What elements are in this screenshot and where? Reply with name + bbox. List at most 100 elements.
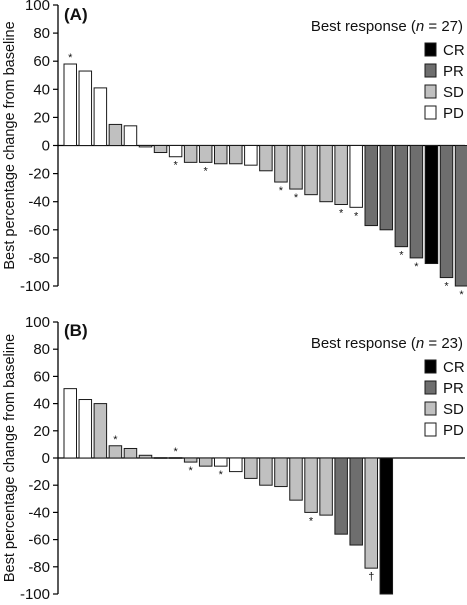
- y-tick-label: 20: [33, 109, 50, 126]
- bar-pr: [409, 145, 424, 259]
- asterisk-marker: *: [173, 160, 178, 172]
- legend-label-pr: PR: [443, 380, 464, 397]
- bar-pr: [394, 145, 409, 248]
- legend-swatch-cr: [424, 359, 437, 374]
- bar-cr: [379, 457, 394, 595]
- asterisk-marker: *: [68, 52, 73, 64]
- y-tick-label: 80: [33, 341, 50, 358]
- asterisk-marker: *: [444, 281, 449, 293]
- bar-sd: [123, 447, 138, 459]
- bar-pr: [349, 457, 363, 546]
- legend-swatch-pd: [424, 422, 437, 437]
- y-axis-title: Best percentage change from baseline: [2, 21, 18, 269]
- bar-pd: [63, 63, 77, 146]
- bar-pd: [168, 145, 183, 158]
- asterisk-marker: *: [189, 465, 194, 477]
- bar-sd: [108, 445, 123, 459]
- legend-label-pd: PD: [443, 105, 464, 122]
- y-tick-label: 100: [25, 0, 50, 14]
- bar-sd: [244, 457, 258, 479]
- y-tick-label: 0: [42, 450, 50, 467]
- y-tick-label: 100: [25, 314, 50, 331]
- legend-title: Best response (n = 23): [311, 335, 463, 352]
- legend-label-cr: CR: [443, 359, 465, 376]
- bar-pr: [364, 145, 378, 227]
- bar-sd: [274, 145, 288, 183]
- bar-sd: [304, 457, 318, 513]
- bar-sd: [259, 457, 273, 486]
- bar-sd: [334, 145, 348, 206]
- bar-sd: [108, 123, 123, 147]
- asterisk-marker: *: [279, 185, 284, 197]
- asterisk-marker: *: [219, 469, 224, 481]
- y-tick-label: -80: [28, 559, 50, 576]
- bar-sd: [319, 145, 333, 203]
- bar-sd: [289, 145, 303, 190]
- bar-sd: [153, 145, 168, 154]
- asterisk-marker: *: [204, 165, 209, 177]
- bar-pd: [214, 457, 228, 467]
- bar-sd: [168, 457, 183, 459]
- bar-sd: [274, 457, 288, 488]
- bar-pd: [93, 87, 108, 146]
- bar-pr: [334, 457, 348, 535]
- bar-pr: [379, 145, 394, 231]
- y-tick-label: -80: [28, 250, 50, 267]
- y-tick-label: 20: [33, 423, 50, 440]
- asterisk-marker: *: [173, 446, 178, 458]
- bar-pd: [138, 145, 153, 148]
- bar-pd: [244, 145, 258, 166]
- y-tick-label: -20: [28, 477, 50, 494]
- legend-label-pr: PR: [443, 63, 464, 80]
- bar-pd: [63, 388, 77, 459]
- bar-sd: [229, 145, 243, 165]
- bar-sd: [198, 457, 213, 467]
- legend-swatch-pr: [424, 63, 437, 78]
- bar-sd: [364, 457, 378, 569]
- legend-label-sd: SD: [443, 84, 464, 101]
- bar-sd: [214, 145, 228, 165]
- y-tick-label: -100: [20, 278, 50, 295]
- bar-cr: [424, 145, 439, 265]
- asterisk-marker: *: [354, 210, 359, 222]
- y-tick-label: 0: [42, 138, 50, 155]
- bar-sd: [304, 145, 318, 196]
- legend-swatch-pr: [424, 380, 437, 395]
- y-axis-title: Best percentage change from baseline: [2, 334, 18, 582]
- y-tick-label: -100: [20, 586, 50, 600]
- bar-sd: [153, 457, 168, 459]
- bar-sd: [198, 145, 213, 163]
- bar-pd: [349, 145, 363, 208]
- asterisk-marker: *: [294, 192, 299, 204]
- bar-sd: [289, 457, 303, 501]
- dagger-marker: †: [368, 571, 374, 583]
- legend-swatch-sd: [424, 401, 437, 416]
- asterisk-marker: *: [399, 250, 404, 262]
- y-tick-label: -20: [28, 166, 50, 183]
- legend-label-pd: PD: [443, 422, 464, 439]
- legend-swatch-sd: [424, 84, 437, 99]
- legend-title: Best response (n = 27): [311, 18, 463, 35]
- bar-pd: [78, 70, 93, 146]
- asterisk-marker: *: [113, 434, 118, 446]
- bar-pr: [454, 145, 467, 287]
- y-tick-label: -60: [28, 222, 50, 239]
- y-tick-label: -40: [28, 504, 50, 521]
- bar-sd: [319, 457, 333, 516]
- legend-swatch-cr: [424, 42, 437, 57]
- bar-sd: [259, 145, 273, 172]
- bar-sd: [138, 454, 153, 459]
- asterisk-marker: *: [414, 261, 419, 273]
- legend-label-cr: CR: [443, 42, 465, 59]
- y-tick-label: 60: [33, 368, 50, 385]
- panel-label: (B): [64, 321, 88, 340]
- bar-sd: [183, 457, 198, 463]
- y-tick-label: -40: [28, 194, 50, 211]
- bar-pd: [78, 399, 93, 459]
- bar-sd: [183, 145, 198, 163]
- y-tick-label: 40: [33, 396, 50, 413]
- asterisk-marker: *: [459, 289, 464, 301]
